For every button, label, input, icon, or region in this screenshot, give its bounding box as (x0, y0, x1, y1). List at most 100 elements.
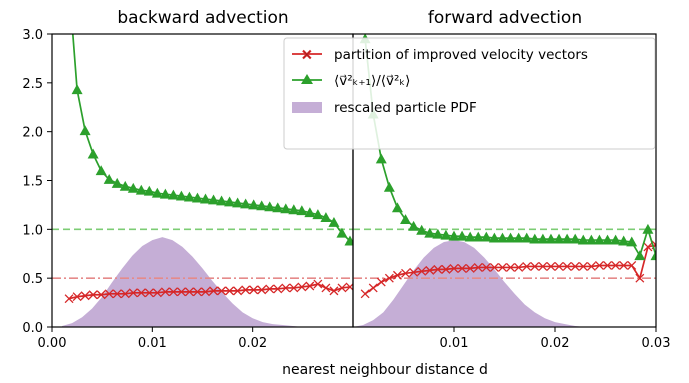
point-ratio (135, 184, 147, 195)
legend-marker-x-icon: × (301, 47, 313, 63)
point-ratio (626, 236, 638, 247)
point-partition (160, 287, 170, 297)
y-tick-label: 0.0 (22, 321, 43, 336)
point-partition (554, 261, 564, 271)
point-partition (586, 261, 596, 271)
point-partition (144, 288, 154, 298)
y-tick-label: 3.0 (22, 28, 43, 43)
point-ratio (464, 231, 476, 242)
x-tick-label: 0.03 (642, 336, 671, 351)
point-ratio (650, 250, 656, 261)
point-partition (120, 289, 130, 299)
x-tick-label: 0.02 (238, 336, 267, 351)
panel-backward (51, 33, 354, 328)
pdf-area (353, 240, 656, 327)
point-ratio (175, 190, 187, 201)
point-partition (594, 261, 604, 270)
y-axis-ticks: 0.0 0.5 1.0 1.5 2.0 2.5 3.0 (22, 28, 52, 336)
point-ratio (320, 212, 332, 223)
point-ratio (610, 234, 622, 245)
point-ratio (456, 230, 468, 241)
point-ratio (296, 205, 308, 216)
point-partition (64, 294, 74, 304)
point-ratio (264, 201, 276, 212)
point-ratio (151, 187, 163, 198)
point-partition (72, 292, 82, 302)
point-ratio (103, 174, 115, 184)
y-tick-label: 1.0 (22, 223, 43, 238)
pdf-area (62, 237, 353, 327)
point-ratio (79, 125, 91, 136)
legend-label-partition: partition of improved velocity vectors (334, 47, 588, 63)
point-partition (562, 261, 572, 271)
point-ratio (248, 199, 260, 210)
y-tick-label: 0.5 (22, 272, 43, 287)
y-tick-label: 2.0 (22, 126, 43, 141)
point-partition (128, 288, 138, 298)
point-ratio (328, 216, 340, 227)
point-ratio (585, 234, 597, 245)
point-partition (281, 283, 291, 293)
point-ratio (593, 234, 605, 245)
point-ratio (416, 224, 428, 235)
point-ratio (240, 198, 252, 209)
point-partition (209, 286, 218, 296)
point-partition (289, 283, 299, 293)
point-ratio (391, 202, 403, 213)
point-partition (241, 285, 251, 295)
point-partition (578, 261, 588, 271)
point-ratio (71, 84, 83, 95)
point-partition (257, 285, 267, 295)
point-partition (376, 277, 386, 287)
point-partition (619, 261, 629, 270)
point-partition (368, 283, 378, 293)
legend: × partition of improved velocity vectors… (283, 37, 656, 150)
point-partition (627, 261, 637, 270)
plot-frame (352, 33, 657, 328)
point-partition (305, 281, 315, 291)
point-partition (225, 286, 235, 296)
point-ratio (375, 153, 387, 164)
point-partition (401, 268, 410, 278)
point-partition (425, 265, 435, 275)
point-partition (433, 264, 443, 274)
point-ratio (119, 180, 131, 191)
point-partition (321, 283, 331, 293)
point-partition (184, 287, 194, 297)
x-tick-label: 0.02 (541, 336, 570, 351)
point-ratio (95, 165, 107, 176)
series-line-partition (68, 283, 351, 300)
point-partition (635, 273, 645, 283)
point-partition (643, 242, 653, 252)
point-partition (136, 288, 146, 298)
legend-marker-triangle-icon (301, 74, 313, 84)
point-ratio (280, 203, 292, 214)
point-ratio (191, 192, 203, 203)
x-tick-label: 0.01 (440, 336, 469, 351)
point-partition (337, 283, 347, 293)
point-partition (465, 263, 475, 273)
legend-label-pdf: rescaled particle PDF (334, 100, 477, 116)
point-partition (168, 287, 178, 297)
point-partition (473, 262, 483, 272)
point-partition (233, 286, 243, 296)
point-ratio (424, 227, 436, 238)
point-ratio (336, 227, 348, 238)
point-ratio (288, 204, 300, 215)
point-partition (417, 266, 427, 276)
title-forward: forward advection (428, 8, 582, 28)
point-ratio (127, 182, 139, 193)
point-ratio (272, 202, 284, 213)
point-ratio (472, 231, 484, 242)
point-ratio (208, 194, 220, 205)
point-partition (506, 262, 516, 272)
point-partition (538, 261, 548, 271)
point-ratio (383, 181, 395, 192)
point-partition (273, 284, 283, 294)
title-backward: backward advection (117, 8, 288, 28)
point-partition (201, 287, 210, 297)
point-ratio (480, 231, 492, 242)
legend-label-ratio: ⟨v⃗²ₖ₊₁⟩/⟨v⃗²ₖ⟩ (334, 73, 410, 89)
y-tick-label: 1.5 (22, 175, 43, 190)
